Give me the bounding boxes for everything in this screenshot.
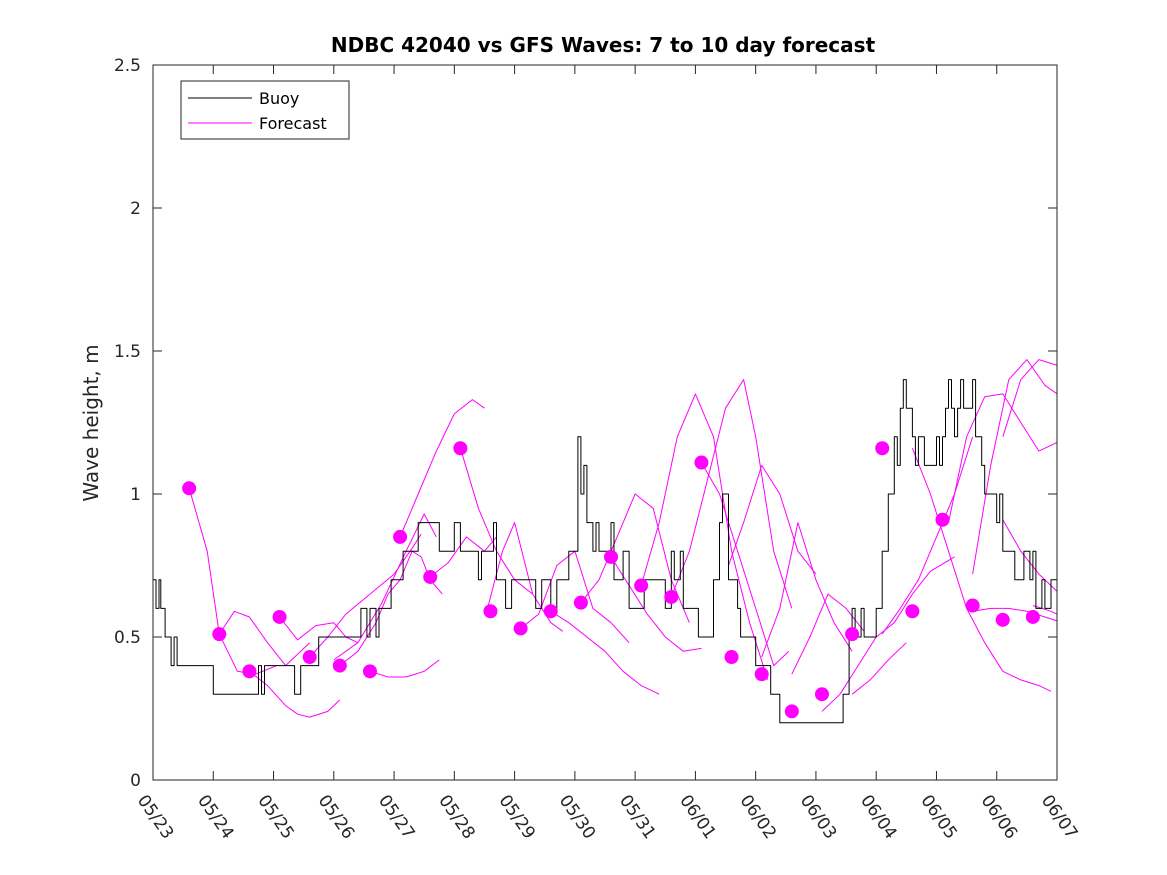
forecast-series-line-25: [881, 436, 974, 635]
forecast-marker: [483, 604, 498, 619]
forecast-series-line-30: [972, 607, 1057, 622]
y-tick-label: 1: [130, 485, 141, 505]
forecast-series-line-16: [610, 556, 702, 652]
forecast-marker: [362, 664, 377, 679]
x-tick-label: 05/24: [193, 791, 237, 843]
forecast-series-line-20: [728, 464, 817, 575]
forecast-marker: [784, 704, 799, 719]
legend-box: [180, 80, 350, 140]
forecast-series-line-24: [851, 642, 907, 695]
forecast-marker: [905, 604, 920, 619]
y-axis-label: Wave height, m: [79, 344, 103, 501]
forecast-marker: [513, 621, 528, 636]
x-tick-label: 06/06: [977, 791, 1021, 843]
legend: Buoy Forecast: [180, 80, 350, 140]
x-tick-label: 05/29: [495, 791, 539, 843]
plot-frame: [152, 64, 1058, 781]
forecast-marker: [573, 595, 588, 610]
x-tick-label: 06/05: [916, 791, 960, 843]
x-tick-label: 05/23: [133, 791, 177, 843]
y-tick-label: 0: [130, 771, 141, 791]
series-layer: [153, 359, 1129, 724]
forecast-series-line-10: [429, 536, 497, 578]
x-tick-label: 06/01: [675, 791, 719, 843]
chart-title: NDBC 42040 vs GFS Waves: 7 to 10 day for…: [331, 33, 876, 57]
plot-area: [153, 65, 1057, 780]
forecast-series-line-18: [670, 379, 793, 609]
forecast-series-line-33: [1063, 603, 1117, 620]
x-tick-label: 05/27: [374, 791, 418, 843]
y-tick-label: 2.5: [114, 56, 141, 76]
forecast-marker: [604, 549, 619, 564]
forecast-series-line-21: [761, 522, 853, 658]
x-tick-label: 05/30: [555, 791, 599, 843]
forecast-marker: [875, 441, 890, 456]
forecast-series-line-7: [369, 659, 440, 678]
y-tick-label: 2: [130, 199, 141, 219]
forecast-series-line-12: [487, 522, 564, 632]
x-tick-label: 06/07: [1037, 791, 1081, 843]
series-group: [153, 359, 1129, 724]
legend-label-forecast: Forecast: [259, 114, 327, 133]
x-tick-label: 06/02: [736, 791, 780, 843]
legend-label-buoy: Buoy: [259, 89, 299, 108]
x-tick-label: 06/03: [796, 791, 840, 843]
forecast-series-line-34: [1093, 543, 1129, 617]
forecast-series-line-14: [550, 610, 660, 695]
forecast-marker: [272, 609, 287, 624]
forecast-marker: [814, 687, 829, 702]
forecast-marker: [302, 650, 317, 665]
x-tick-label: 05/25: [253, 791, 297, 843]
buoy-series-line: [153, 379, 1057, 724]
x-tick-label: 05/31: [615, 791, 659, 843]
forecast-marker: [543, 604, 558, 619]
forecast-marker: [423, 569, 438, 584]
forecast-marker: [965, 598, 980, 613]
forecast-marker: [453, 441, 468, 456]
forecast-series-line-27: [948, 393, 1057, 523]
forecast-series-line-19: [700, 462, 790, 667]
forecast-marker: [634, 578, 649, 593]
forecast-marker: [935, 512, 950, 527]
forecast-marker: [664, 589, 679, 604]
forecast-marker: [845, 627, 860, 642]
forecast-series-line-32: [1032, 605, 1057, 615]
forecast-marker: [694, 455, 709, 470]
forecast-series-line-9: [399, 399, 485, 538]
x-tick-label: 05/26: [314, 791, 358, 843]
forecast-series-line-4: [279, 616, 359, 644]
forecast-series-line-29: [1002, 359, 1057, 437]
x-tick-label: 05/28: [434, 791, 478, 843]
y-tick-label: 0.5: [114, 628, 141, 648]
forecast-series-line-3: [249, 670, 341, 718]
marker-layer: [182, 441, 1040, 719]
y-axis: 0 0.5 1 1.5 2 2.5: [114, 56, 1057, 791]
forecast-marker: [212, 627, 227, 642]
y-tick-label: 1.5: [114, 342, 141, 362]
forecast-series-line-8: [333, 513, 437, 661]
forecast-series-line-17: [640, 393, 769, 681]
forecast-marker: [182, 481, 197, 496]
forecast-series-line-26: [911, 448, 1052, 692]
forecast-marker: [332, 658, 347, 673]
forecast-marker: [995, 612, 1010, 627]
forecast-series-line-28: [972, 359, 1057, 575]
forecast-marker: [1025, 609, 1040, 624]
forecast-marker: [393, 529, 408, 544]
forecast-series-line-2: [218, 610, 311, 667]
forecast-marker: [754, 667, 769, 682]
forecast-marker: [724, 650, 739, 665]
forecast-marker: [242, 664, 257, 679]
x-tick-label: 06/04: [856, 791, 900, 843]
